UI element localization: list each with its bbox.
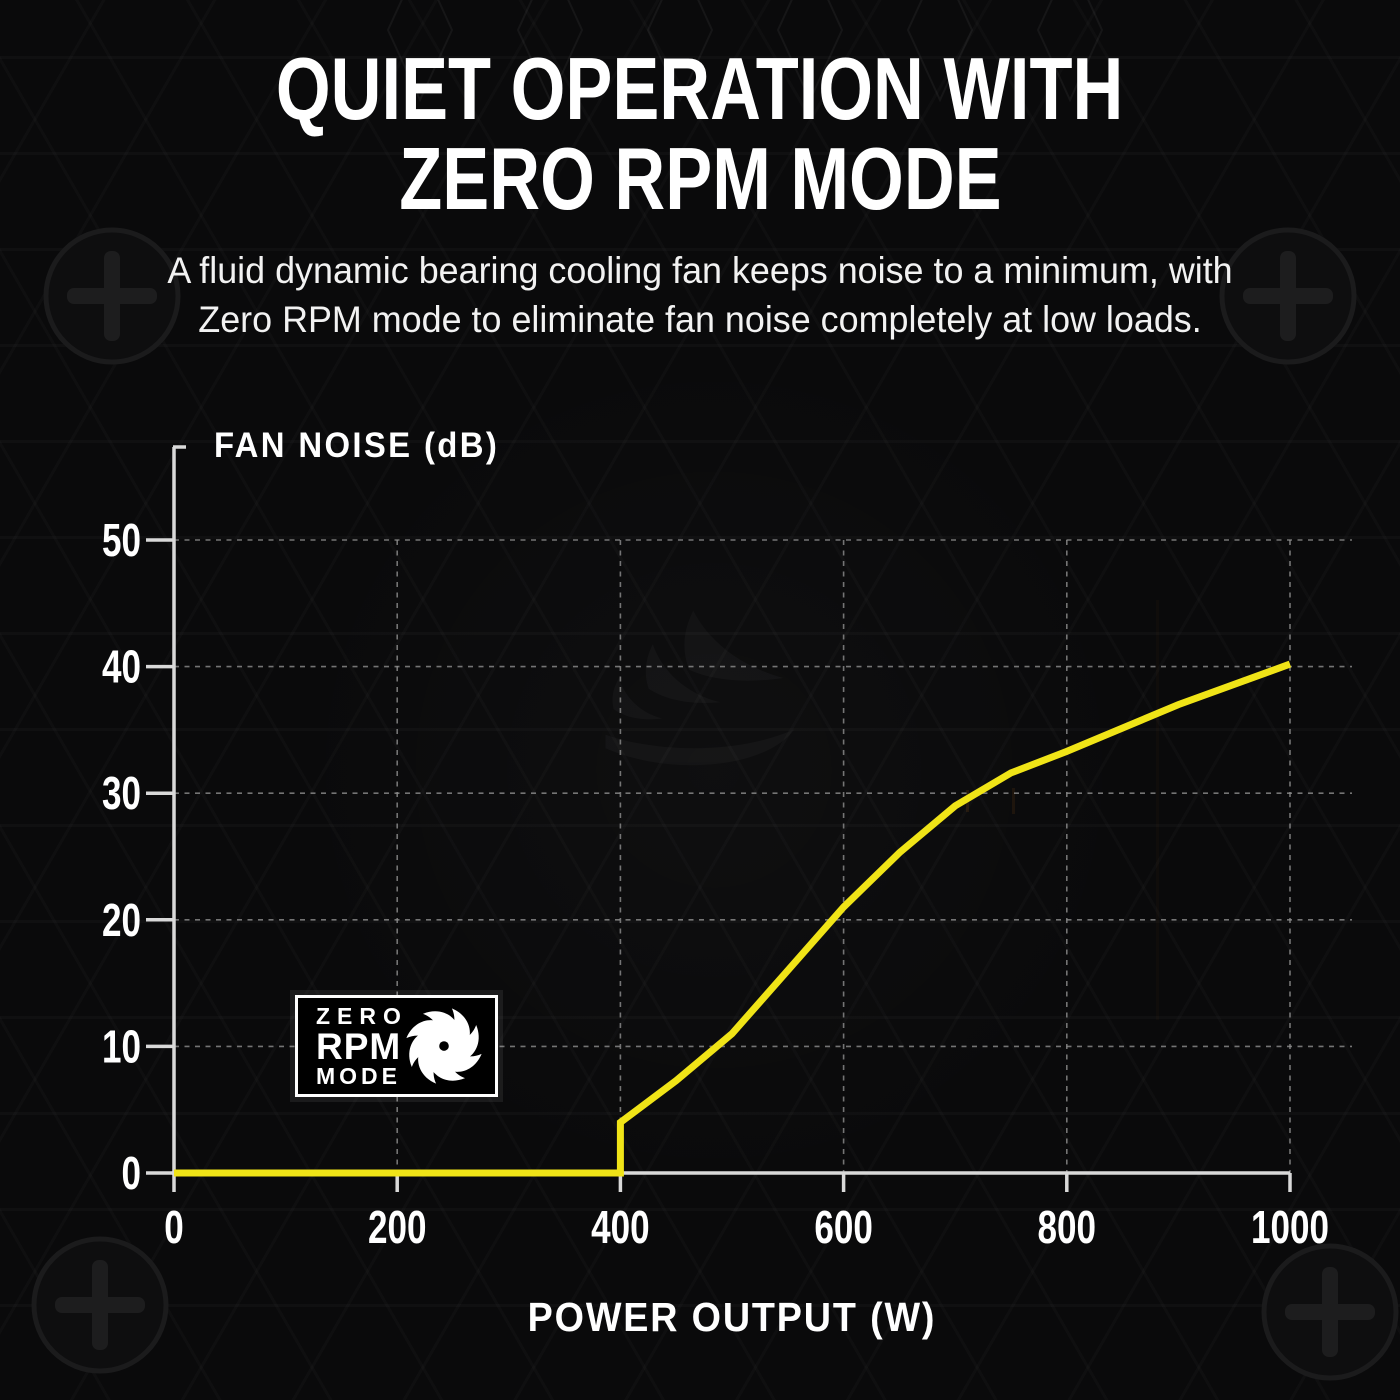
grille-diamonds [386, 0, 1104, 103]
zero-rpm-mode-label: ZERO RPM MODE [298, 1002, 408, 1089]
page-title-line2: ZERO RPM MODE [398, 129, 1002, 228]
x-tick-label: 1000 [1251, 1201, 1329, 1253]
y-tick-label: 0 [122, 1147, 142, 1199]
y-tick-label: 30 [102, 767, 141, 819]
header: QUIET OPERATION WITH ZERO RPM MODE A flu… [0, 44, 1400, 344]
badge-word-mode: MODE [316, 1062, 401, 1089]
x-tick-label: 200 [368, 1201, 427, 1253]
y-tick-label: 10 [102, 1020, 141, 1072]
screw-icon [1219, 227, 1357, 365]
x-tick-label: 400 [591, 1201, 650, 1253]
y-axis-title: FAN NOISE (dB) [214, 426, 500, 465]
fan-icon [406, 1008, 482, 1084]
screw-icon [1261, 1243, 1399, 1381]
badge-word-rpm: RPM [316, 1025, 402, 1067]
screw-icon [31, 1236, 169, 1374]
x-tick-label: 0 [164, 1201, 184, 1253]
page-title-line1: QUIET OPERATION WITH [276, 39, 1124, 138]
x-tick-label: 800 [1038, 1201, 1097, 1253]
screw-icon [43, 227, 181, 365]
subtitle-line1: A fluid dynamic bearing cooling fan keep… [167, 250, 1233, 291]
subtitle: A fluid dynamic bearing cooling fan keep… [0, 246, 1400, 344]
y-tick-label: 40 [102, 641, 141, 693]
subtitle-line2: Zero RPM mode to eliminate fan noise com… [198, 299, 1202, 340]
zero-rpm-mode-badge: ZERO RPM MODE [295, 995, 498, 1097]
x-axis-title: POWER OUTPUT (W) [527, 1294, 937, 1340]
badge-word-zero: ZERO [316, 1002, 408, 1029]
fan-noise-curve [174, 660, 1292, 1177]
x-tick-label: 600 [814, 1201, 873, 1253]
y-tick-label: 20 [102, 894, 141, 946]
y-tick-label: 50 [102, 514, 141, 566]
